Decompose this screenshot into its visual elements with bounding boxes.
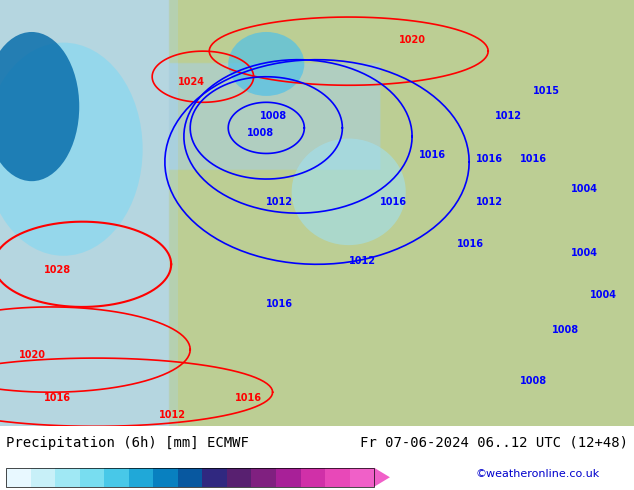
Ellipse shape <box>0 43 143 256</box>
Bar <box>129 467 153 487</box>
FancyBboxPatch shape <box>0 0 634 426</box>
Ellipse shape <box>228 32 304 96</box>
Text: 1024: 1024 <box>178 77 205 87</box>
Bar <box>31 467 55 487</box>
FancyBboxPatch shape <box>178 0 634 426</box>
Text: 1008: 1008 <box>520 376 547 386</box>
Text: 1028: 1028 <box>44 265 72 275</box>
Bar <box>6 467 31 487</box>
Text: 1016: 1016 <box>44 392 72 403</box>
Bar <box>276 467 301 487</box>
Text: 1012: 1012 <box>158 410 186 420</box>
Bar <box>325 467 349 487</box>
Bar <box>80 467 105 487</box>
Bar <box>252 467 276 487</box>
Text: 1016: 1016 <box>380 196 408 207</box>
Text: 1016: 1016 <box>456 239 484 249</box>
Text: 1008: 1008 <box>552 324 579 335</box>
Text: 1016: 1016 <box>476 154 503 164</box>
Text: 1020: 1020 <box>399 35 427 45</box>
Bar <box>202 467 227 487</box>
Bar <box>301 467 325 487</box>
Text: 1016: 1016 <box>418 150 446 160</box>
Bar <box>105 467 129 487</box>
Ellipse shape <box>292 139 406 245</box>
Text: 1004: 1004 <box>590 291 617 300</box>
Ellipse shape <box>0 32 79 181</box>
Text: 1012: 1012 <box>495 111 522 122</box>
Text: 1012: 1012 <box>266 196 294 207</box>
Bar <box>227 467 252 487</box>
Bar <box>153 467 178 487</box>
Text: 1008: 1008 <box>247 128 275 138</box>
Text: 1008: 1008 <box>260 111 287 122</box>
Text: 1016: 1016 <box>266 299 294 309</box>
Text: 1004: 1004 <box>571 184 598 194</box>
Text: ©weatheronline.co.uk: ©weatheronline.co.uk <box>476 469 600 479</box>
Text: Precipitation (6h) [mm] ECMWF: Precipitation (6h) [mm] ECMWF <box>6 436 249 450</box>
Text: 1016: 1016 <box>235 392 262 403</box>
Text: 1016: 1016 <box>520 154 547 164</box>
Text: 1012: 1012 <box>476 196 503 207</box>
Bar <box>6 467 374 487</box>
Text: 1012: 1012 <box>349 256 376 266</box>
Bar <box>55 467 80 487</box>
Text: 1020: 1020 <box>19 350 46 360</box>
Text: 1015: 1015 <box>533 86 560 96</box>
Bar <box>178 467 202 487</box>
Bar <box>349 467 374 487</box>
Text: 1004: 1004 <box>571 248 598 258</box>
Text: Fr 07-06-2024 06..12 UTC (12+48): Fr 07-06-2024 06..12 UTC (12+48) <box>359 436 628 450</box>
Polygon shape <box>374 467 390 487</box>
